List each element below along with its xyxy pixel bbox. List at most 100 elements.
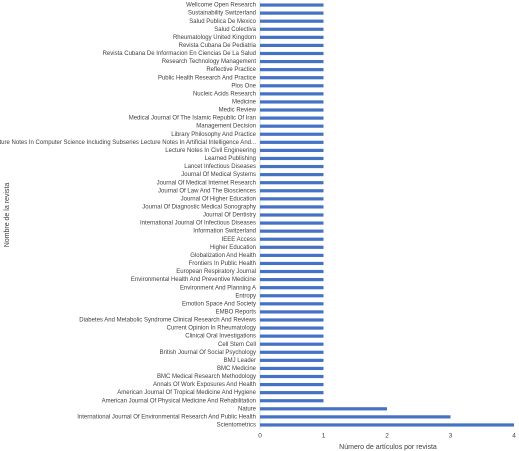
bar: [260, 358, 324, 362]
bar: [260, 156, 324, 161]
y-tick-label: Clinical Oral Investigations: [185, 334, 256, 340]
bar: [260, 334, 324, 338]
y-tick-label: Current Opinion In Rheumatology: [167, 326, 256, 332]
y-tick-label: Salud Colectiva: [214, 27, 256, 33]
bar: [260, 173, 324, 177]
y-tick-label: Nature: [238, 406, 257, 412]
bar: [260, 3, 324, 7]
y-tick-label: Lancet Infectious Diseases: [184, 164, 256, 170]
y-tick-label: Emotion Space And Society: [182, 301, 256, 307]
y-tick-label: Environmental Health And Preventive Medi…: [131, 277, 257, 283]
bar: [260, 374, 324, 379]
y-tick-label: Management Decision: [196, 124, 256, 130]
bar: [260, 132, 324, 136]
y-tick-label: IEEE Access: [222, 237, 256, 243]
bar: [260, 415, 451, 419]
x-tick-label: 0: [258, 433, 262, 440]
bar: [260, 318, 324, 322]
y-tick-label: Higher Education: [210, 245, 256, 251]
y-tick-label: Environment And Planning A: [180, 285, 256, 291]
bar: [260, 68, 324, 72]
y-tick-label: Revista Cubana De Informacion En Ciencia…: [103, 51, 256, 57]
bar: [260, 286, 324, 290]
y-tick-label: Learned Publishing: [205, 156, 256, 162]
y-tick-label: Frontiers In Public Health: [189, 261, 256, 267]
y-tick-label: American Journal Of Physical Medicine An…: [102, 398, 256, 404]
y-tick-label: Rheumatology United Kingdom: [173, 35, 256, 41]
y-tick-label: Research Technology Management: [162, 59, 257, 65]
bar: [260, 76, 324, 80]
y-tick-label: Annals Of Work Exposures And Health: [153, 382, 256, 388]
y-tick-label: Salud Publica De Mexico: [189, 19, 256, 25]
bar: [260, 382, 324, 387]
bar: [260, 84, 324, 88]
bar: [260, 245, 324, 249]
bar: [260, 197, 324, 201]
bar: [260, 278, 324, 282]
x-tick-label: 3: [449, 433, 453, 440]
bar: [260, 100, 324, 104]
bar: [260, 59, 324, 64]
y-tick-label: International Journal Of Environmental R…: [77, 414, 256, 420]
y-tick-label: Medicine: [232, 100, 257, 106]
bar: [260, 294, 324, 298]
bar: [260, 27, 324, 31]
bar: [260, 253, 324, 257]
y-tick-label: European Respiratory Journal: [176, 269, 256, 275]
bar: [260, 366, 324, 371]
y-tick-label: Medic Review: [219, 108, 257, 114]
y-tick-label: Diabetes And Metabolic Syndrome Clinical…: [79, 318, 256, 324]
bar: [260, 140, 324, 144]
bar: [260, 326, 324, 330]
y-tick-label: Reflective Practice: [206, 67, 256, 73]
y-tick-label: American Journal Of Tropical Medicine An…: [117, 390, 256, 396]
bar: [260, 189, 324, 193]
bar: [260, 423, 514, 427]
bar: [260, 310, 324, 314]
y-tick-label: Medical Journal Of The Islamic Republic …: [129, 116, 256, 122]
bar: [260, 116, 324, 120]
bar: [260, 237, 324, 241]
y-tick-label: BMC Medical Research Methodology: [157, 374, 256, 380]
bar: [260, 269, 324, 274]
y-tick-label: Revista Cubana De Pediatria: [179, 43, 257, 49]
bar: [260, 51, 324, 56]
bar: [260, 108, 324, 112]
y-tick-label: BMJ Leader: [224, 358, 256, 364]
y-tick-label: Journal Of Higher Education: [181, 196, 256, 202]
y-tick-label: Journal Of Law And The Biosciences: [158, 188, 256, 194]
x-axis-title: Número de artículos por revista: [339, 444, 437, 451]
bar: [260, 11, 324, 15]
bar: [260, 342, 324, 346]
y-tick-label: Scientometrics: [217, 423, 256, 429]
y-tick-label: Journal Of Diagnostic Medical Sonography: [142, 205, 256, 211]
bar: [260, 399, 324, 403]
bar: [260, 302, 324, 306]
y-tick-label: Entropy: [235, 293, 256, 299]
bar: [260, 213, 324, 217]
bar: [260, 148, 324, 152]
y-tick-label: Plos One: [231, 83, 256, 89]
bar: [260, 221, 324, 225]
x-tick-label: 1: [322, 433, 326, 440]
y-tick-label: Library Philosophy And Practice: [171, 132, 256, 138]
y-tick-label: Cell Stem Cell: [218, 342, 256, 348]
y-tick-label: Information Switzerland: [193, 229, 256, 235]
y-tick-label: Globalization And Health: [190, 253, 256, 259]
y-tick-label: International Journal Of Infectious Dise…: [140, 221, 256, 227]
bar: [260, 229, 324, 233]
bar: [260, 181, 324, 185]
y-tick-label: Sustainability Switzerland: [188, 11, 256, 17]
y-tick-label: Lecture Notes In Computer Science Includ…: [0, 140, 256, 146]
x-tick-label: 4: [512, 433, 516, 440]
y-tick-label: Journal Of Medical Internet Research: [157, 180, 256, 186]
y-tick-label: EMBO Reports: [216, 309, 256, 315]
bar: [260, 205, 324, 209]
bar: [260, 35, 324, 39]
y-tick-label: Nucleic Acids Research: [193, 91, 256, 97]
bar: [260, 407, 387, 411]
bar: [260, 391, 324, 395]
y-tick-label: BMC Medicine: [217, 366, 257, 372]
bar: [260, 124, 324, 128]
